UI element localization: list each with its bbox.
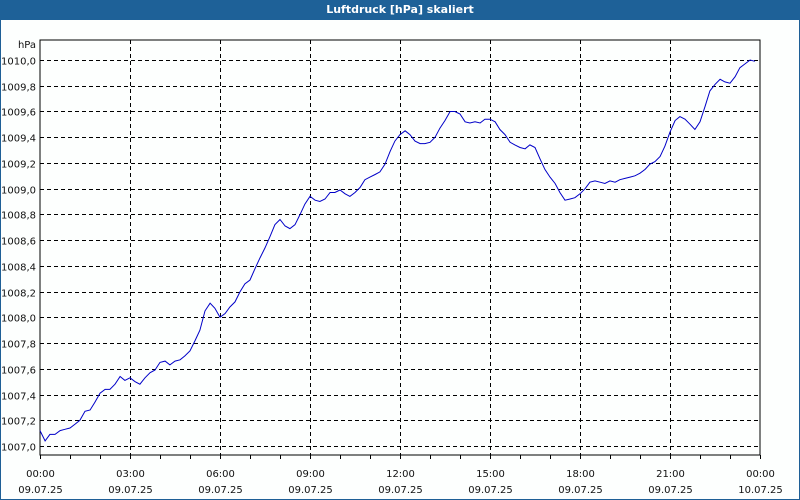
- x-tick-date: 09.07.25: [288, 485, 333, 496]
- y-tick-label: 1010,0: [1, 57, 36, 68]
- y-tick-label: 1009,0: [1, 186, 36, 197]
- y-tick-label: 1009,6: [1, 108, 36, 119]
- y-tick-label: 1009,4: [1, 134, 36, 145]
- x-tick-time: 09:00: [296, 469, 325, 480]
- x-tick-date: 09.07.25: [108, 485, 153, 496]
- x-tick-time: 18:00: [566, 469, 595, 480]
- y-tick-label: 1007,8: [1, 340, 36, 351]
- y-tick-label: 1008,6: [1, 237, 36, 248]
- x-tick-date: 09.07.25: [558, 485, 603, 496]
- x-axis-labels: 00:00 09.07.25 03:00 09.07.25 06:00 09.07.25 0…: [18, 455, 783, 496]
- y-tick-label: 1009,8: [1, 83, 36, 94]
- grid-lines: [40, 40, 760, 455]
- pressure-line: [39, 59, 756, 442]
- x-tick-date: 09.07.25: [468, 485, 513, 496]
- x-tick-time: 15:00: [476, 469, 505, 480]
- x-tick-time: 00:00: [746, 469, 775, 480]
- y-tick-label: 1008,0: [1, 314, 36, 325]
- y-axis-unit: hPa: [18, 40, 36, 51]
- x-tick-time: 12:00: [386, 469, 415, 480]
- x-tick-date: 09.07.25: [18, 485, 63, 496]
- y-tick-label: 1008,8: [1, 211, 36, 222]
- y-tick-label: 1008,4: [1, 263, 36, 274]
- y-tick-label: 1009,2: [1, 160, 36, 171]
- y-tick-label: 1007,2: [1, 417, 36, 428]
- y-tick-label: 1007,6: [1, 366, 36, 377]
- x-tick-time: 00:00: [26, 469, 55, 480]
- y-tick-label: 1008,2: [1, 289, 36, 300]
- chart-title: Luftdruck [hPa] skaliert: [0, 0, 800, 20]
- x-tick-date: 09.07.25: [198, 485, 243, 496]
- y-tick-label: 1007,0: [1, 443, 36, 454]
- x-tick-date: 10.07.25: [738, 485, 783, 496]
- x-tick-time: 21:00: [656, 469, 685, 480]
- x-tick-time: 06:00: [206, 469, 235, 480]
- x-tick-date: 09.07.25: [378, 485, 423, 496]
- x-tick-time: 03:00: [116, 469, 145, 480]
- y-axis-labels: 1010,0 1009,8 1009,6 1009,4 1009,2 1009,0 1008…: [1, 57, 36, 454]
- x-tick-date: 09.07.25: [648, 485, 693, 496]
- y-tick-label: 1007,4: [1, 392, 36, 403]
